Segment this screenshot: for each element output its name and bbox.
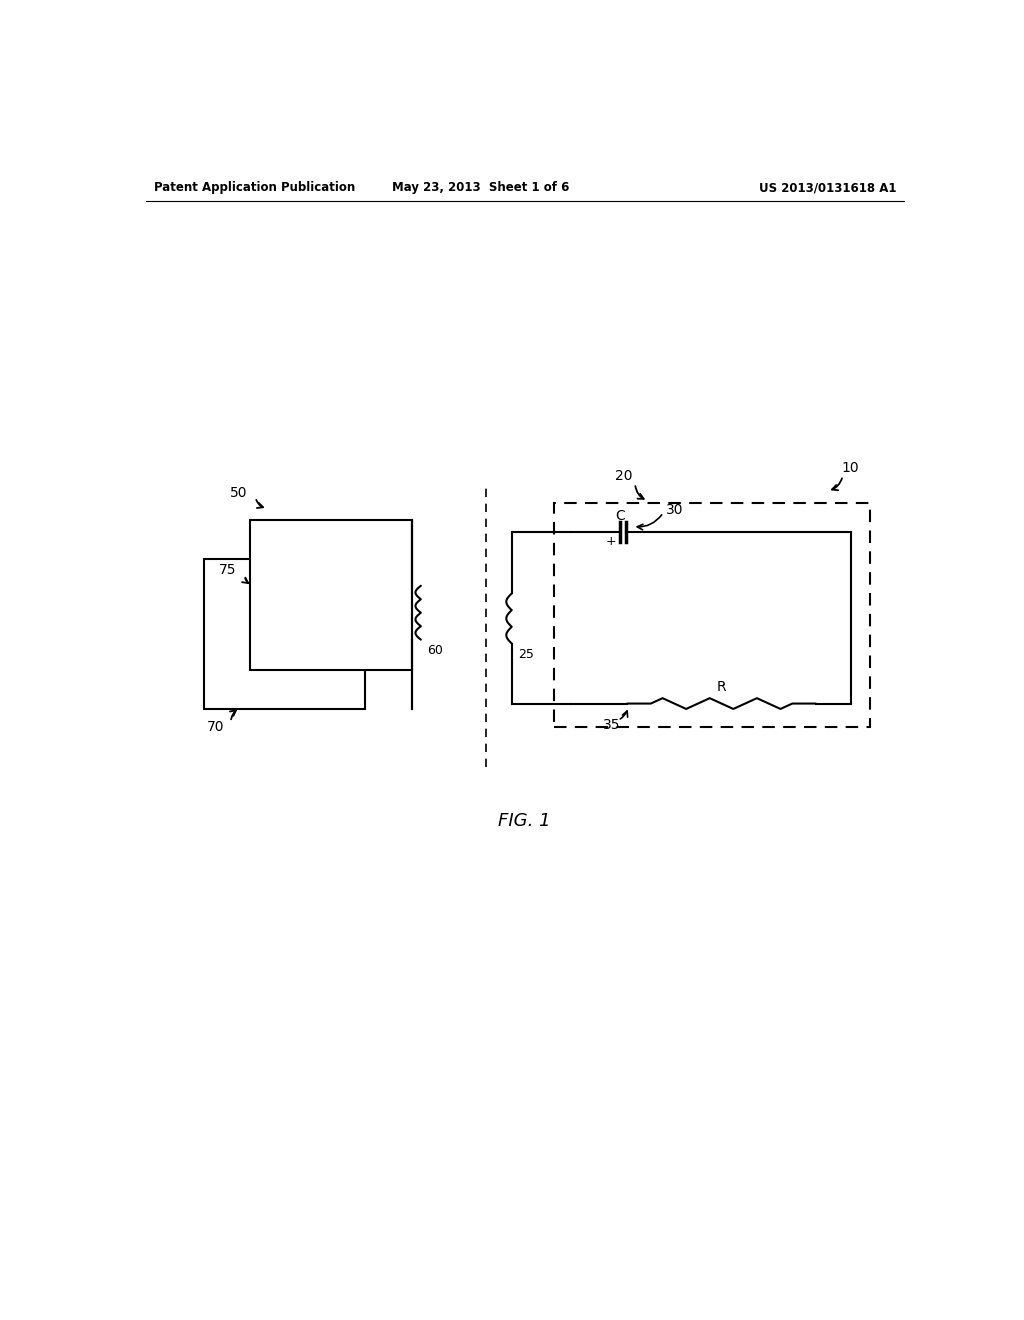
Text: C: C	[615, 510, 626, 524]
Text: R: R	[717, 680, 726, 693]
Text: 30: 30	[666, 503, 683, 517]
Bar	[250, 520, 412, 671]
Text: Patent Application Publication: Patent Application Publication	[154, 181, 355, 194]
Text: 25: 25	[518, 648, 534, 661]
Text: US 2013/0131618 A1: US 2013/0131618 A1	[759, 181, 897, 194]
Text: FIG. 1: FIG. 1	[499, 812, 551, 829]
Text: 70: 70	[207, 719, 224, 734]
Text: 75: 75	[219, 564, 237, 577]
Text: +: +	[606, 535, 616, 548]
Text: 35: 35	[603, 718, 621, 733]
Bar	[554, 503, 869, 726]
Text: 10: 10	[842, 461, 859, 475]
Bar	[204, 558, 366, 709]
Text: 20: 20	[614, 469, 632, 483]
Text: May 23, 2013  Sheet 1 of 6: May 23, 2013 Sheet 1 of 6	[392, 181, 569, 194]
Text: 50: 50	[230, 486, 248, 500]
Text: 60: 60	[427, 644, 443, 657]
